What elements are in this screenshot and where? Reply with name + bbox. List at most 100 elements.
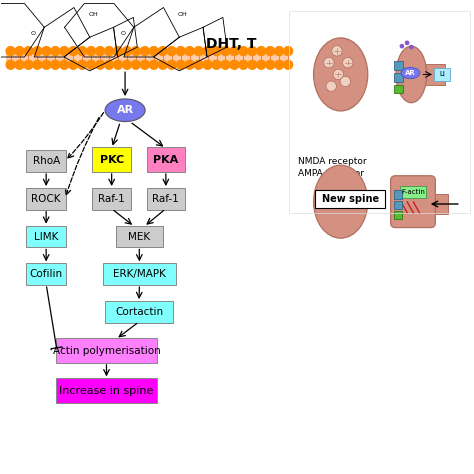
Text: LIMK: LIMK: [34, 231, 58, 242]
Text: NMDA receptor: NMDA receptor: [298, 157, 367, 166]
Circle shape: [283, 60, 292, 69]
FancyBboxPatch shape: [423, 194, 448, 214]
Circle shape: [230, 46, 239, 55]
Text: OH: OH: [89, 12, 98, 18]
Text: AR: AR: [405, 70, 416, 76]
FancyBboxPatch shape: [400, 186, 427, 198]
FancyBboxPatch shape: [394, 201, 402, 209]
Circle shape: [87, 60, 96, 69]
Circle shape: [158, 60, 167, 69]
Circle shape: [257, 60, 266, 69]
Circle shape: [176, 46, 185, 55]
Circle shape: [42, 46, 51, 55]
Circle shape: [42, 60, 51, 69]
FancyBboxPatch shape: [92, 188, 131, 210]
FancyBboxPatch shape: [6, 52, 289, 64]
Ellipse shape: [401, 67, 420, 79]
Text: Raf-1: Raf-1: [153, 194, 179, 204]
Circle shape: [203, 60, 212, 69]
Circle shape: [185, 46, 194, 55]
Text: OH: OH: [178, 12, 188, 18]
FancyBboxPatch shape: [103, 264, 176, 285]
Circle shape: [96, 46, 105, 55]
FancyBboxPatch shape: [391, 176, 436, 228]
Circle shape: [405, 40, 410, 45]
Circle shape: [167, 46, 176, 55]
Text: Raf-1: Raf-1: [98, 194, 125, 204]
Circle shape: [230, 60, 239, 69]
FancyBboxPatch shape: [394, 61, 403, 70]
Circle shape: [78, 60, 87, 69]
FancyBboxPatch shape: [27, 264, 66, 285]
Circle shape: [257, 46, 266, 55]
FancyBboxPatch shape: [27, 226, 66, 247]
Circle shape: [266, 46, 275, 55]
FancyBboxPatch shape: [27, 150, 66, 172]
Text: AR: AR: [117, 105, 134, 115]
Circle shape: [248, 46, 257, 55]
FancyBboxPatch shape: [394, 211, 402, 219]
Circle shape: [51, 60, 60, 69]
Text: AMPA receptor: AMPA receptor: [298, 169, 364, 178]
Circle shape: [203, 46, 212, 55]
Circle shape: [33, 46, 42, 55]
Circle shape: [15, 46, 24, 55]
Circle shape: [60, 46, 69, 55]
Circle shape: [239, 46, 248, 55]
Circle shape: [78, 46, 87, 55]
Circle shape: [324, 57, 334, 68]
Circle shape: [114, 46, 122, 55]
Text: Actin polymerisation: Actin polymerisation: [53, 346, 160, 356]
Circle shape: [167, 60, 176, 69]
Circle shape: [239, 60, 248, 69]
Circle shape: [96, 60, 105, 69]
Circle shape: [221, 46, 230, 55]
Circle shape: [149, 60, 158, 69]
FancyBboxPatch shape: [92, 147, 131, 172]
Ellipse shape: [314, 38, 368, 111]
FancyBboxPatch shape: [422, 64, 445, 85]
Text: Cofilin: Cofilin: [29, 269, 63, 279]
Circle shape: [6, 60, 15, 69]
Circle shape: [340, 76, 351, 87]
Circle shape: [149, 46, 158, 55]
Circle shape: [24, 46, 33, 55]
Circle shape: [221, 60, 230, 69]
Circle shape: [275, 60, 283, 69]
Circle shape: [185, 60, 194, 69]
Circle shape: [131, 60, 140, 69]
FancyBboxPatch shape: [146, 147, 185, 172]
Circle shape: [131, 46, 140, 55]
Text: F-actin: F-actin: [401, 189, 425, 195]
Circle shape: [343, 57, 353, 68]
FancyBboxPatch shape: [116, 226, 163, 247]
Circle shape: [409, 45, 414, 49]
Text: O: O: [31, 31, 36, 36]
Circle shape: [332, 46, 342, 56]
Text: ERK/MAPK: ERK/MAPK: [113, 269, 166, 279]
FancyBboxPatch shape: [394, 191, 402, 199]
Circle shape: [69, 60, 78, 69]
Text: PKC: PKC: [100, 155, 124, 165]
Circle shape: [6, 46, 15, 55]
Circle shape: [194, 46, 203, 55]
Circle shape: [194, 60, 203, 69]
FancyBboxPatch shape: [56, 378, 157, 403]
Text: O: O: [120, 31, 126, 36]
Ellipse shape: [314, 165, 368, 238]
Text: ROCK: ROCK: [31, 194, 61, 204]
Circle shape: [266, 60, 275, 69]
Circle shape: [158, 46, 167, 55]
FancyBboxPatch shape: [315, 191, 385, 208]
Circle shape: [275, 46, 283, 55]
Circle shape: [105, 46, 114, 55]
FancyBboxPatch shape: [394, 73, 403, 82]
Circle shape: [140, 46, 149, 55]
Circle shape: [122, 60, 131, 69]
FancyBboxPatch shape: [434, 68, 450, 81]
FancyBboxPatch shape: [394, 85, 403, 93]
Circle shape: [69, 46, 78, 55]
Text: New spine: New spine: [321, 194, 379, 204]
Circle shape: [24, 60, 33, 69]
Text: PKA: PKA: [153, 155, 179, 165]
